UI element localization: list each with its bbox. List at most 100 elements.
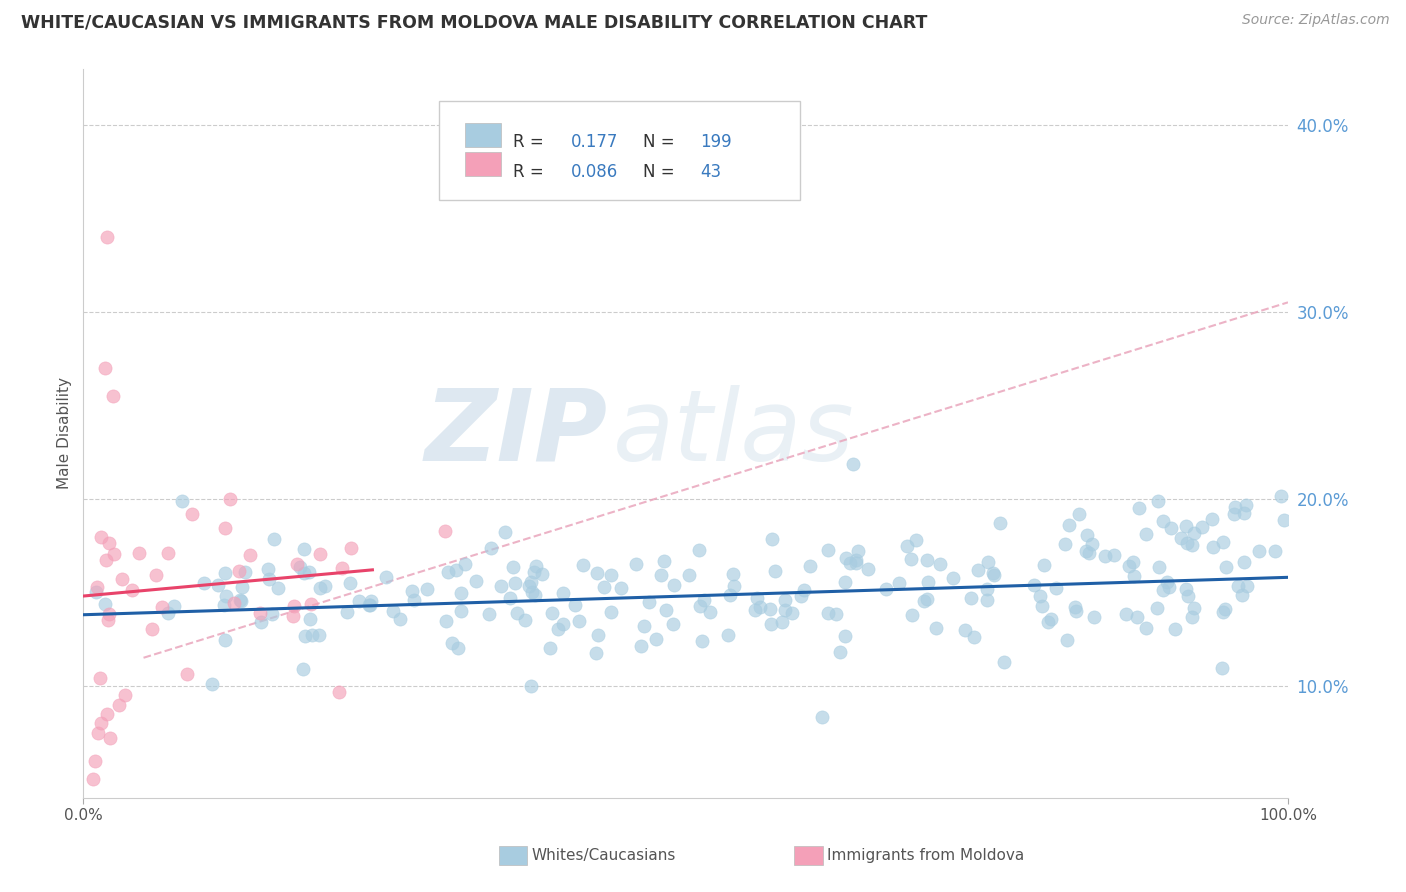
Point [1032,558,1054,573]
Point [212,599,235,613]
Point [1175,535,1198,549]
Point [290,559,312,574]
Point [389,612,412,626]
Point [1031,599,1053,613]
Point [967,563,990,577]
Point [94,360,117,375]
Point [586,628,609,642]
Point [1064,604,1087,618]
Point [90,529,112,543]
Point [717,628,740,642]
Point [332,560,354,574]
Point [357,598,380,612]
Point [1083,610,1105,624]
Point [901,607,924,622]
Point [89,671,111,685]
Point [94,597,117,611]
Point [1270,489,1292,503]
FancyBboxPatch shape [465,153,502,176]
Point [231,581,253,595]
Point [1053,537,1076,551]
Point [564,599,586,613]
Point [446,563,468,577]
Point [900,551,922,566]
Point [1029,589,1052,603]
Point [454,557,477,571]
Point [96,552,118,566]
Point [817,542,839,557]
Point [538,641,561,656]
Text: N =: N = [644,162,681,181]
Point [97,613,120,627]
Point [1122,555,1144,569]
Point [896,539,918,553]
Point [494,524,516,539]
Point [915,592,938,607]
Point [103,389,125,403]
Point [502,560,524,574]
Point [308,628,330,642]
Text: Immigrants from Moldova: Immigrants from Moldova [827,848,1024,863]
Text: Whites/Caucasians: Whites/Caucasians [531,848,676,863]
Text: N =: N = [644,134,681,152]
Point [770,615,793,629]
Point [259,572,281,586]
Point [308,547,330,561]
Point [1213,601,1236,615]
Point [1202,540,1225,554]
Point [905,533,928,547]
Point [98,536,121,550]
Point [1115,607,1137,622]
Point [799,558,821,573]
Point [834,629,856,643]
Point [1230,588,1253,602]
Point [402,592,425,607]
Point [633,618,655,632]
Point [239,549,262,563]
Point [1080,537,1102,551]
Point [953,624,976,638]
Text: 199: 199 [700,134,731,152]
Point [339,541,361,555]
Point [96,706,118,721]
Point [915,553,938,567]
Text: R =: R = [513,162,550,181]
Point [568,615,591,629]
Point [889,575,911,590]
Point [1212,534,1234,549]
Point [478,607,501,622]
Point [825,607,848,621]
Point [993,655,1015,669]
Point [1152,514,1174,528]
Point [1227,579,1250,593]
Point [228,564,250,578]
Point [360,594,382,608]
Point [846,544,869,558]
Text: 43: 43 [700,162,721,181]
Point [263,533,285,547]
Point [108,698,131,712]
Text: Source: ZipAtlas.com: Source: ZipAtlas.com [1241,13,1389,28]
Point [1135,527,1157,541]
Y-axis label: Male Disability: Male Disability [58,377,72,490]
Point [541,606,564,620]
Point [551,586,574,600]
Point [1146,600,1168,615]
Point [1045,581,1067,595]
Point [523,566,546,580]
Point [526,558,548,573]
Point [347,594,370,608]
Point [1201,512,1223,526]
Point [600,606,623,620]
Point [630,639,652,653]
Point [292,662,315,676]
Point [780,606,803,620]
Point [1036,615,1059,629]
Point [1181,538,1204,552]
Point [309,581,332,595]
Point [520,575,543,590]
Text: R =: R = [513,134,550,152]
Point [262,607,284,621]
Point [592,580,614,594]
Point [214,521,236,535]
